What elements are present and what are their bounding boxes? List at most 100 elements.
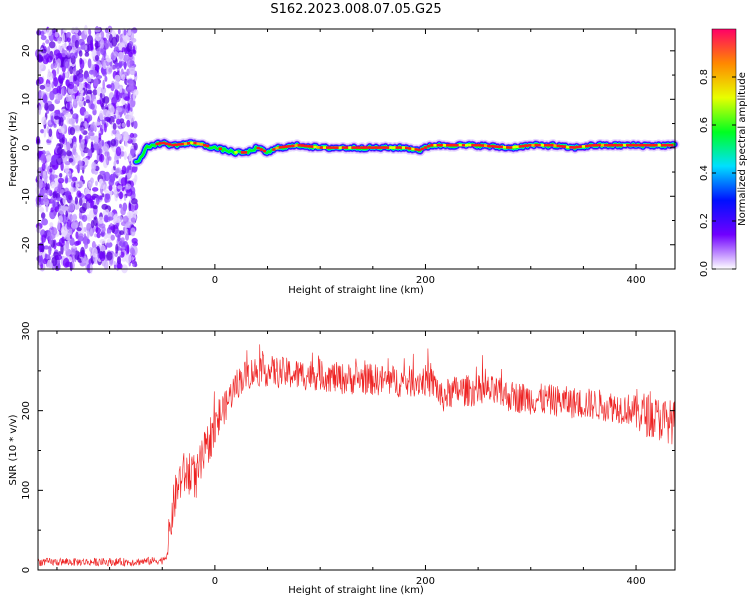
ridge-core	[623, 143, 627, 147]
spectrogram-x-axis-label: Height of straight line (km)	[288, 285, 424, 296]
colorbar-tick-label: 0.0	[699, 261, 710, 277]
colorbar-tick-label: 0.6	[699, 117, 710, 133]
ridge-core	[354, 146, 358, 149]
colorbar-ticks: 0.0 0.2 0.4 0.6 0.8	[699, 69, 736, 277]
ridge-core	[190, 141, 194, 145]
x-tick-label: 0	[212, 576, 218, 587]
ridge-core	[449, 143, 453, 147]
ridge-core	[206, 144, 210, 148]
ridge-core	[326, 146, 330, 149]
ridge-core	[578, 145, 582, 148]
ridge-core	[502, 145, 507, 149]
ridge-core	[600, 143, 605, 147]
y-tick-label: 20	[21, 44, 32, 57]
ridge-core	[496, 145, 500, 148]
ridge-core	[310, 145, 314, 148]
ridge-core	[335, 146, 339, 149]
ridge-core	[638, 143, 642, 147]
ridge-core	[177, 143, 181, 146]
ridge-core	[180, 142, 184, 146]
ridge-core	[455, 143, 459, 147]
ridge-core	[515, 145, 519, 148]
ridge-core	[518, 145, 522, 148]
colorbar-gradient	[711, 28, 737, 270]
ridge-core	[547, 143, 551, 147]
ridge-core	[499, 145, 503, 149]
ridge-core	[506, 146, 510, 149]
ridge-core	[288, 145, 292, 148]
ridge-core	[534, 143, 538, 147]
ridge-core	[575, 145, 579, 149]
ridge-core	[651, 143, 655, 147]
ridge-core	[411, 147, 415, 151]
ridge-core	[278, 146, 282, 149]
ridge-core	[218, 147, 222, 151]
ridge-core	[376, 146, 380, 149]
ridge-core	[234, 151, 238, 154]
ridge-core	[319, 146, 323, 149]
ridge-core	[509, 146, 513, 149]
ridge-core	[183, 142, 188, 145]
ridge-core	[174, 143, 178, 147]
ridge-core	[196, 142, 200, 145]
ridge-core	[562, 145, 567, 148]
spectrogram-panel: 0 200 400 -20 -10 0 10 20 Height of straight l…	[8, 24, 680, 296]
ridge-core	[660, 143, 665, 147]
ridge-core	[401, 146, 406, 149]
ridge-core	[667, 143, 671, 147]
ridge-core	[670, 143, 674, 147]
ridge-core	[414, 148, 418, 151]
y-tick-label: 200	[21, 401, 32, 420]
ridge-core	[597, 143, 601, 147]
colorbar-tick-label: 0.2	[699, 213, 710, 229]
ridge-core	[357, 146, 361, 149]
ridge-core	[427, 144, 431, 148]
y-tick-label: 10	[21, 93, 32, 106]
snr-panel: 0 200 400 0 100 200 300 Height of straight li…	[8, 321, 676, 596]
snr-frame	[37, 330, 676, 571]
colorbar-tick-label: 0.8	[699, 69, 710, 85]
ridge-core	[430, 143, 434, 147]
ridge-core	[285, 145, 289, 148]
ridge-core	[389, 146, 393, 149]
ridge-core	[256, 146, 260, 150]
spectrogram-x-ticks: 0 200 400	[56, 29, 646, 286]
x-tick-label: 200	[416, 275, 435, 286]
ridge-core	[382, 146, 387, 149]
ridge-core	[452, 143, 456, 147]
ridge-core	[360, 146, 364, 149]
ridge-core	[664, 143, 668, 147]
ridge-core	[259, 148, 263, 151]
ridge-core	[341, 146, 345, 149]
ridge-core	[351, 146, 355, 149]
ridge-core	[202, 143, 207, 147]
ridge-core	[626, 143, 630, 147]
ridge-core	[297, 143, 301, 147]
ridge-core	[379, 146, 383, 149]
ridge-core	[420, 147, 424, 151]
ridge-core	[645, 143, 649, 147]
ridge-core	[199, 143, 203, 146]
ridge-core	[243, 151, 248, 154]
ridge-core	[316, 146, 320, 149]
ridge-core	[424, 146, 428, 149]
ridge-core	[540, 143, 544, 147]
ridge-core	[303, 144, 308, 148]
ridge-core	[458, 143, 462, 147]
ridge-core	[512, 145, 516, 149]
ridge-core	[553, 144, 557, 147]
ridge-core	[474, 143, 478, 147]
ridge-core	[161, 141, 165, 145]
ridge-core	[345, 146, 349, 149]
colorbar: 0.0 0.2 0.4 0.6 0.8 Normalized spectral ampl…	[699, 28, 748, 277]
y-tick-label: -10	[21, 188, 32, 204]
ridge-core	[405, 146, 409, 150]
ridge-core	[572, 146, 576, 149]
ridge-core	[332, 146, 336, 149]
ridge-core	[632, 143, 636, 147]
ridge-core	[465, 143, 469, 147]
ridge-core	[408, 147, 412, 150]
ridge-core	[313, 145, 317, 149]
ridge-core	[262, 149, 267, 153]
